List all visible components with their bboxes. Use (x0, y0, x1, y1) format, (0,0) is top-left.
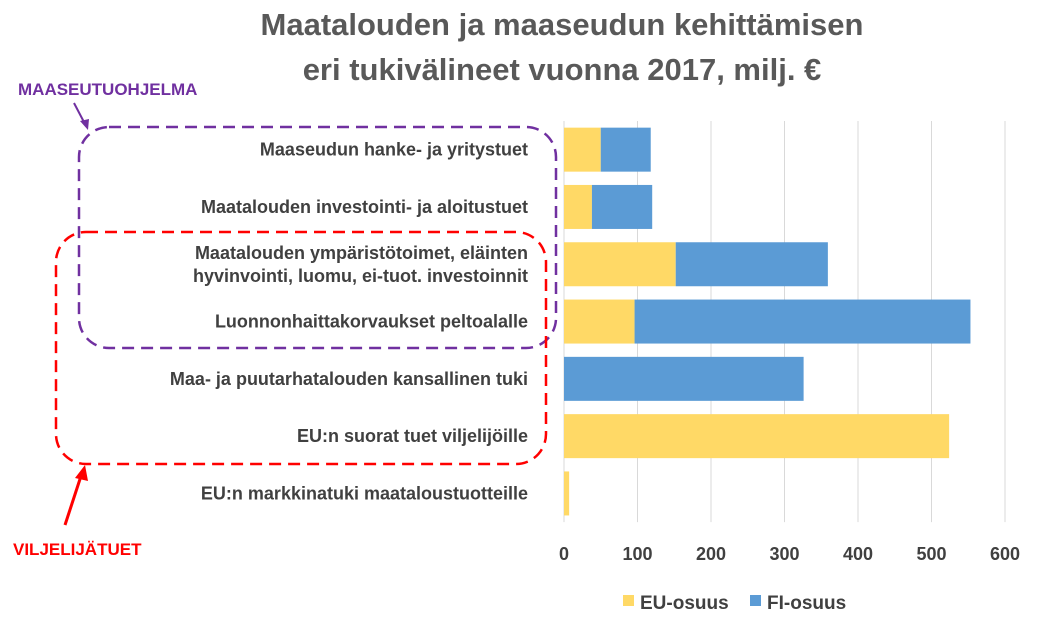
legend-swatch-fi-osuus (750, 595, 761, 606)
category-label-6: EU:n markkinatuki maataloustuotteille (201, 483, 528, 503)
annotation-maaseutuohjelma: MAASEUTUOHJELMA (18, 80, 197, 99)
bar-eu-osuus-0 (564, 127, 601, 172)
x-tick-label-100: 100 (622, 544, 652, 564)
bar-fi-osuus-2 (675, 242, 828, 287)
viljelijatuet-arrow (63, 475, 83, 526)
bar-fi-osuus-0 (600, 127, 651, 172)
legend-label-fi-osuus: FI-osuus (767, 593, 846, 614)
x-tick-label-0: 0 (559, 544, 569, 564)
category-label-2-line-1: hyvinvointi, luomu, ei-tuot. investoinni… (193, 266, 528, 286)
bar-fi-osuus-4 (564, 356, 804, 401)
category-label-2-line-0: Maatalouden ympäristötoimet, eläinten (195, 243, 528, 263)
bars (564, 127, 971, 516)
legend-label-eu-osuus: EU-osuus (640, 593, 729, 614)
viljelijatuet-dashed-box (54, 230, 548, 466)
x-tick-label-400: 400 (843, 544, 873, 564)
bar-eu-osuus-5 (564, 414, 950, 459)
category-label-1: Maatalouden investointi- ja aloitustuet (201, 197, 528, 217)
category-label-3: Luonnonhaittakorvaukset peltoalalle (215, 312, 528, 332)
bar-fi-osuus-3 (634, 299, 971, 344)
category-labels: Maaseudun hanke- ja yritystuet Maataloude… (170, 140, 528, 504)
x-tick-label-300: 300 (769, 544, 799, 564)
bar-eu-osuus-6 (564, 471, 570, 516)
viljelijatuet-arrowhead (75, 465, 88, 481)
bar-eu-osuus-3 (564, 299, 635, 344)
annotation-viljelijatuet: VILJELIJÄTUET (13, 540, 142, 559)
category-label-0: Maaseudun hanke- ja yritystuet (260, 140, 528, 160)
x-axis-ticks: 0 100 200 300 400 500 600 (559, 544, 1020, 564)
x-tick-label-500: 500 (916, 544, 946, 564)
chart-title-line-2: eri tukivälineet vuonna 2017, milj. € (303, 52, 822, 87)
bar-eu-osuus-1 (564, 184, 592, 229)
maaseutuohjelma-dashed-box (77, 125, 558, 350)
bar-eu-osuus-2 (564, 242, 676, 287)
x-tick-label-600: 600 (990, 544, 1020, 564)
chart-title-line-1: Maatalouden ja maaseudun kehittämisen (261, 7, 864, 42)
legend-swatch-eu-osuus (623, 595, 634, 606)
maaseutuohjelma-arrowhead (80, 119, 89, 130)
x-tick-label-200: 200 (696, 544, 726, 564)
bar-fi-osuus-1 (591, 184, 653, 229)
category-label-5: EU:n suorat tuet viljelijöille (297, 426, 528, 446)
category-label-4: Maa- ja puutarhatalouden kansallinen tuk… (170, 369, 528, 389)
